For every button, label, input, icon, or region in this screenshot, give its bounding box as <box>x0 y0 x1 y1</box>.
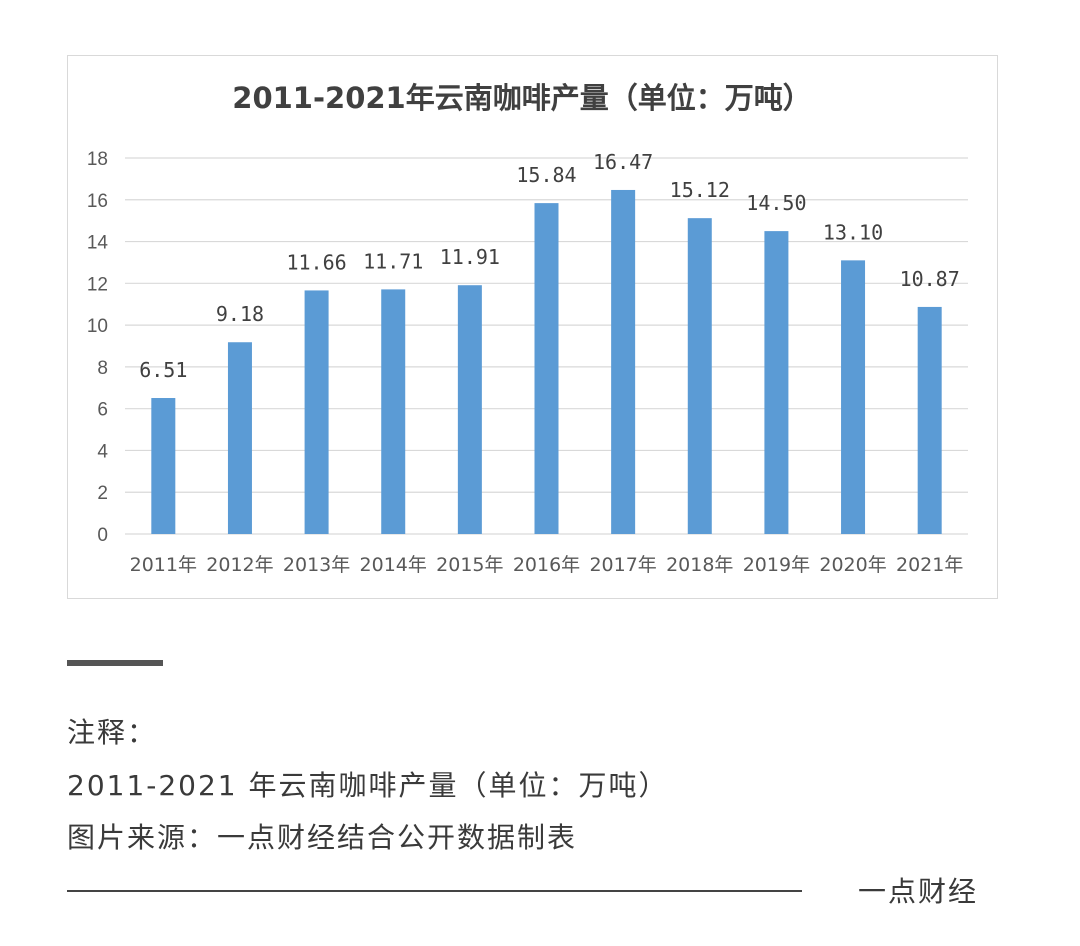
y-tick-label: 10 <box>87 316 108 337</box>
y-tick-label: 14 <box>87 233 109 254</box>
bars <box>151 189 942 534</box>
y-tick-label: 0 <box>97 525 108 546</box>
bar <box>457 285 482 534</box>
bar <box>611 189 636 534</box>
accent-bar <box>67 660 163 666</box>
x-axis-ticks: 2011年 2012年 2013年 2014年 2015年 2016年 2017年 2018年… <box>130 554 964 576</box>
data-label: 13.10 <box>823 220 883 244</box>
chart-title: 2011-2021年云南咖啡产量（单位：万吨） <box>232 81 811 115</box>
data-label: 16.47 <box>593 150 653 174</box>
x-tick-label: 2013年 <box>283 554 350 576</box>
bar <box>381 289 406 534</box>
data-label: 11.71 <box>363 249 423 273</box>
notes-caption: 2011-2021 年云南咖啡产量（单位：万吨） <box>67 769 669 802</box>
y-tick-label: 12 <box>87 274 108 295</box>
bar <box>151 398 176 534</box>
notes-heading: 注释： <box>67 716 158 749</box>
bar <box>534 203 559 534</box>
bar <box>841 260 866 534</box>
y-tick-label: 6 <box>97 400 108 421</box>
x-tick-label: 2012年 <box>206 554 273 576</box>
data-label: 11.91 <box>440 245 500 269</box>
data-label: 14.50 <box>746 191 806 215</box>
x-tick-label: 2014年 <box>360 554 427 576</box>
y-tick-label: 8 <box>97 358 108 379</box>
y-tick-label: 4 <box>97 441 108 462</box>
x-tick-label: 2019年 <box>743 554 810 576</box>
footer-brand: 一点财经 <box>858 875 979 908</box>
data-labels: 6.51 9.18 11.66 11.71 11.91 15.84 16.47 15.12 14… <box>139 150 960 382</box>
y-tick-label: 2 <box>97 483 108 504</box>
data-label: 15.12 <box>670 178 730 202</box>
data-label: 6.51 <box>139 358 187 382</box>
y-tick-label: 16 <box>87 191 108 212</box>
x-tick-label: 2021年 <box>896 554 963 576</box>
x-tick-label: 2017年 <box>589 554 656 576</box>
x-tick-label: 2011年 <box>130 554 197 576</box>
x-tick-label: 2018年 <box>666 554 733 576</box>
bar <box>687 218 712 534</box>
data-label: 11.66 <box>286 250 346 274</box>
notes-source: 图片来源：一点财经结合公开数据制表 <box>67 821 578 854</box>
x-tick-label: 2015年 <box>436 554 503 576</box>
bar <box>764 231 789 534</box>
bar <box>917 306 942 534</box>
data-label: 15.84 <box>516 163 576 187</box>
x-tick-label: 2016年 <box>513 554 580 576</box>
y-tick-label: 18 <box>87 149 108 170</box>
footer-divider <box>67 890 802 892</box>
y-axis-ticks: 0 2 4 6 8 10 12 14 16 18 <box>87 149 109 546</box>
bar <box>304 290 329 534</box>
x-tick-label: 2020年 <box>819 554 886 576</box>
gridlines <box>125 157 968 535</box>
bar <box>227 342 252 534</box>
data-label: 10.87 <box>900 267 960 291</box>
data-label: 9.18 <box>216 302 264 326</box>
